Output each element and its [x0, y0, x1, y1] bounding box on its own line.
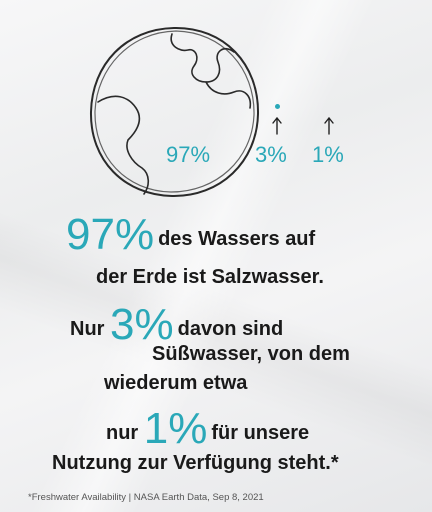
globe-label-usable: 1% [312, 142, 344, 167]
big-percent-1: 1% [143, 404, 208, 453]
globe-icon [89, 26, 260, 198]
line-text: Nur [70, 318, 105, 340]
headline-line-1: 97% des Wassers auf [66, 210, 315, 260]
arrow-up-icon [324, 117, 334, 135]
headline-line-4: Süßwasser, von dem [152, 343, 350, 365]
line-text: nur [106, 422, 139, 444]
globe-label-salt: 97% [166, 142, 211, 167]
globe-label-fresh: 3% [255, 142, 287, 167]
big-percent-97: 97% [66, 210, 155, 259]
headline-line-7: Nutzung zur Verfügung steht.* [52, 452, 339, 474]
line-text: davon sind [177, 318, 284, 340]
line-text: für unsere [211, 422, 310, 444]
headline-line-3: Nur 3% davon sind [70, 300, 283, 350]
arrow-up-icon [272, 117, 282, 135]
big-percent-3: 3% [110, 300, 174, 349]
headline-line-2: der Erde ist Salzwasser. [96, 266, 324, 288]
headline-line-5: wiederum etwa [104, 372, 248, 394]
fresh-water-dot [275, 104, 280, 109]
line-text: des Wassers auf [158, 228, 316, 250]
headline-line-6: nur 1% für unsere [106, 404, 309, 454]
source-footnote: *Freshwater Availability | NASA Earth Da… [28, 492, 264, 503]
